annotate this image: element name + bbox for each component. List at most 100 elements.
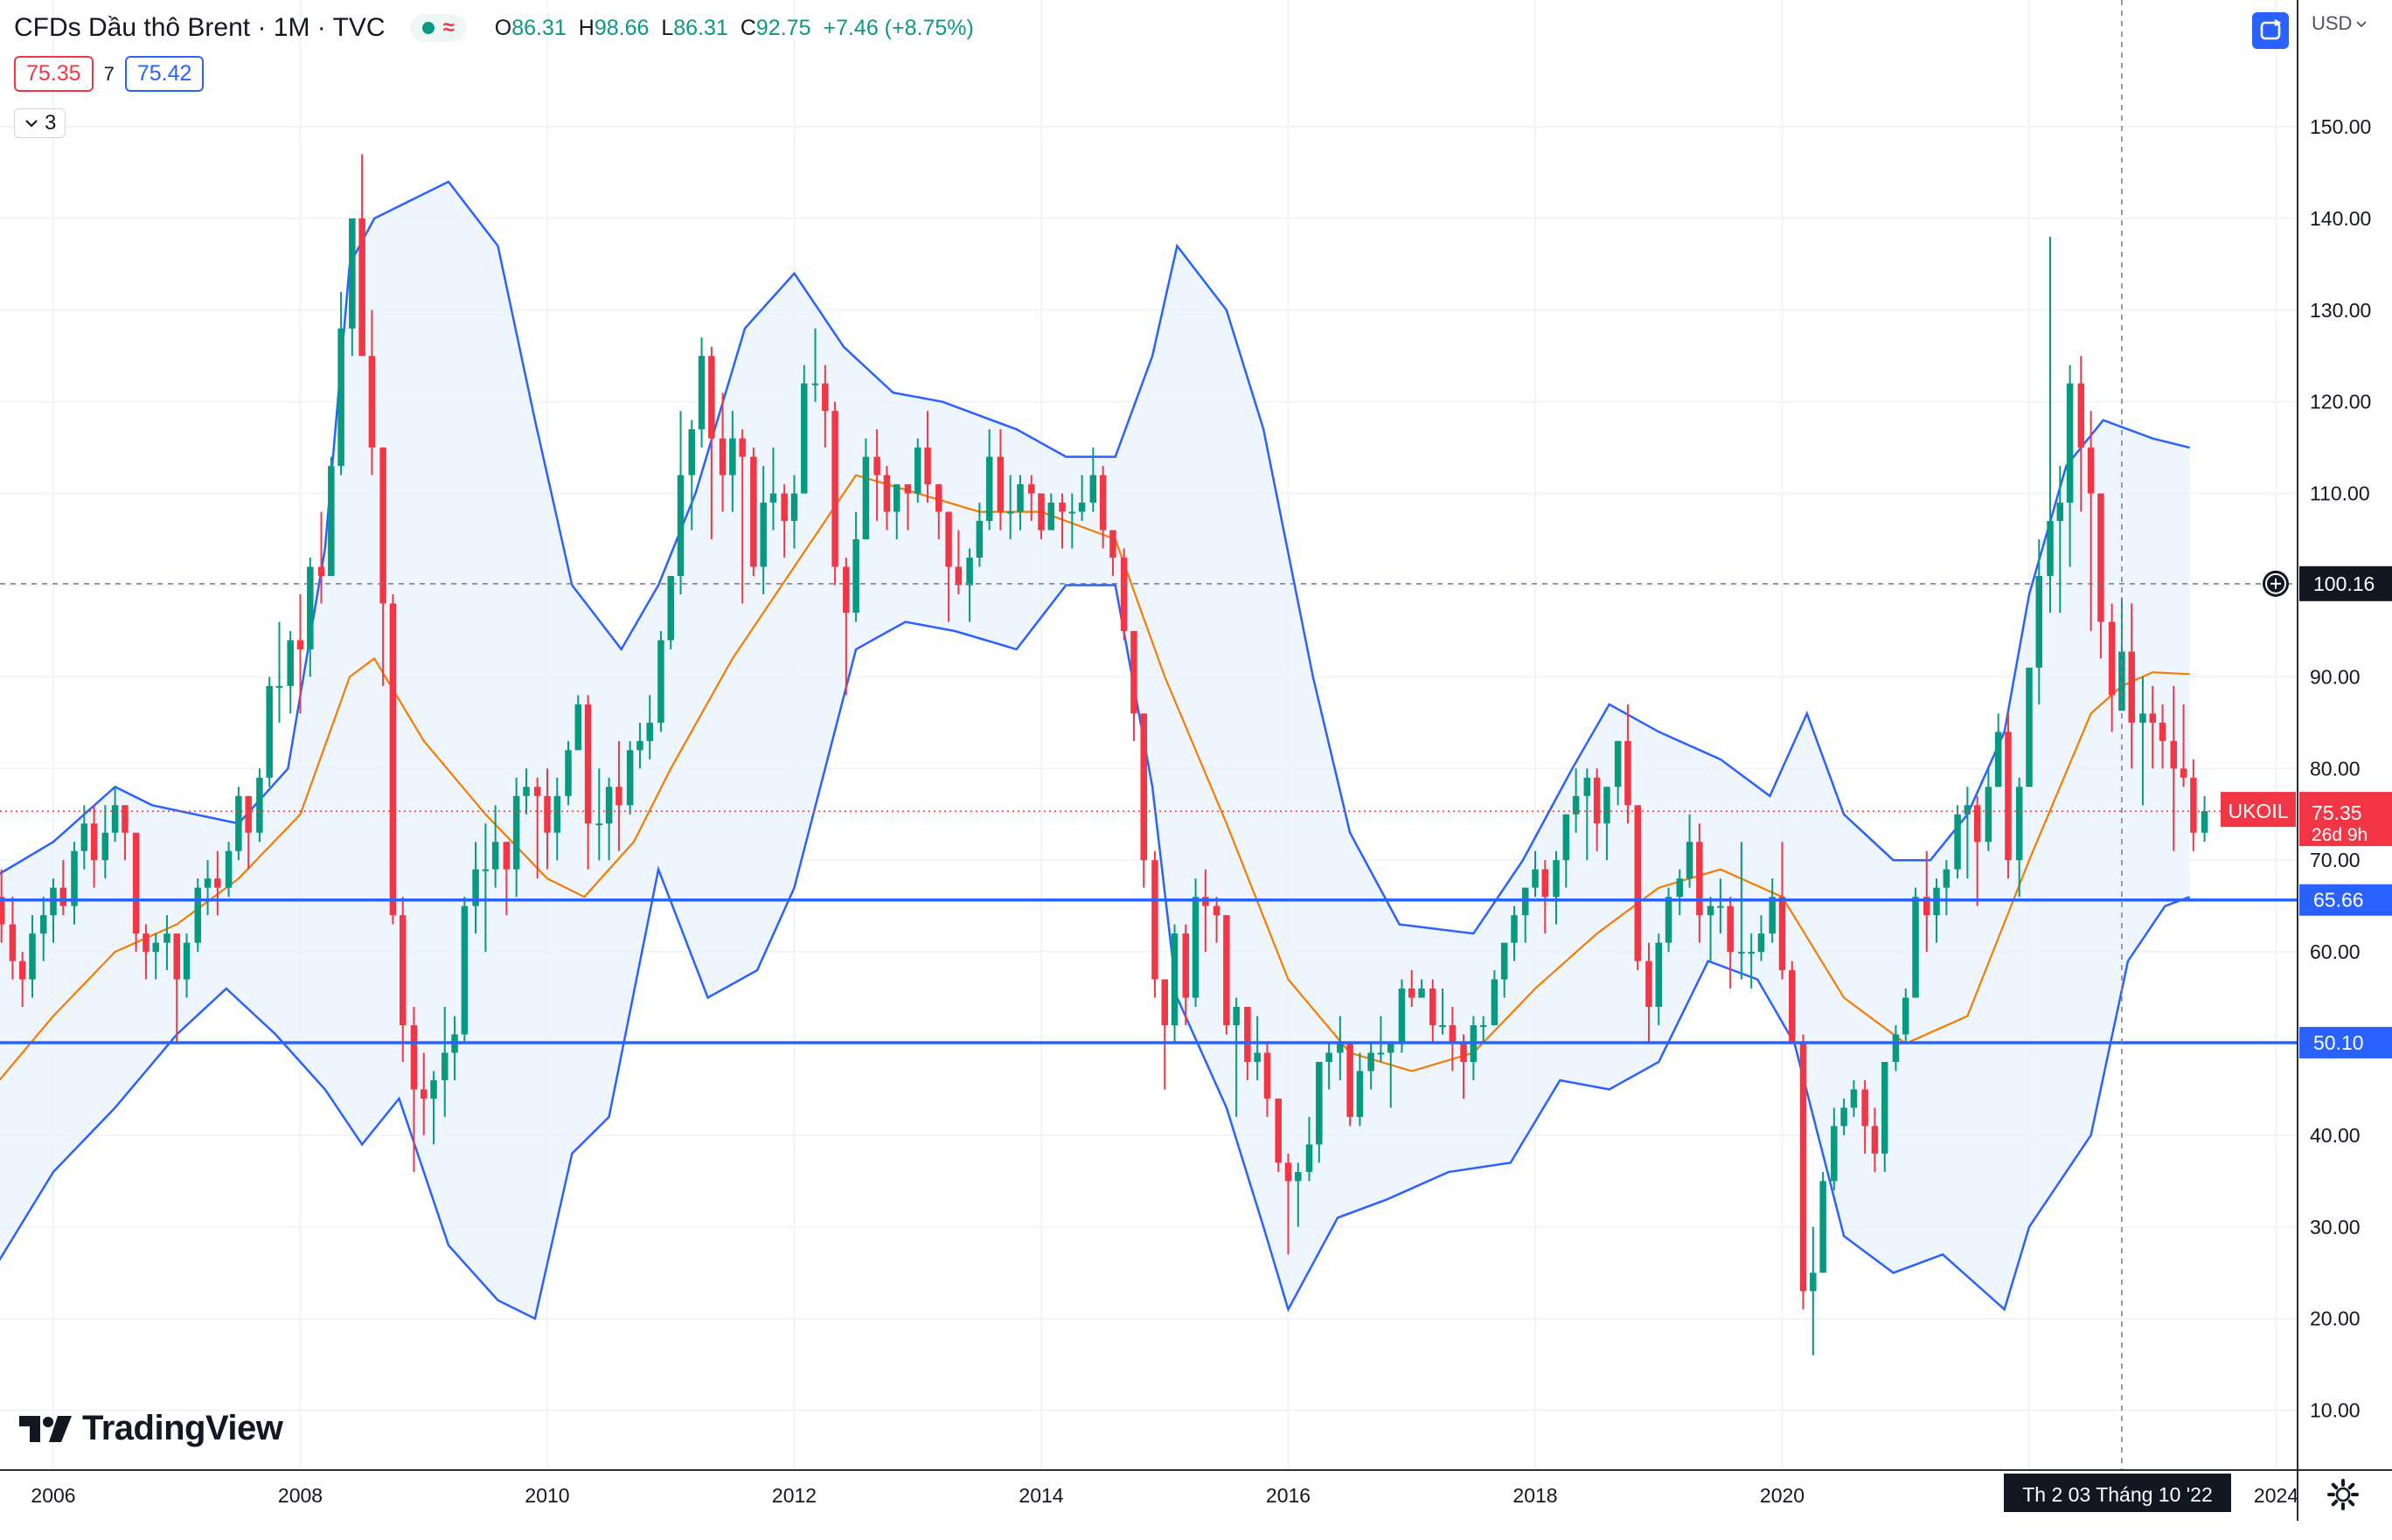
candle-body [1923,897,1930,916]
chevron-down-icon [25,120,38,128]
candle-body [143,933,150,953]
candle-body [1985,787,1992,843]
price-tick-label: 10.00 [2310,1399,2361,1422]
candle-body [1284,1162,1292,1182]
tradingview-logo[interactable]: TradingView [19,1409,283,1448]
candle [2149,685,2156,769]
candle-body [430,1079,437,1099]
svg-text:75.35: 75.35 [2312,801,2362,824]
candle [1748,933,1755,989]
candle-body [1727,905,1734,953]
indicators-count: 3 [45,111,57,135]
candle-body [482,869,490,871]
candle-body [132,832,140,934]
candle [1819,1171,1826,1273]
price-tick-label: 90.00 [2310,665,2361,688]
candle [71,842,78,925]
candle-body [1182,933,1190,998]
candle [1994,713,2002,787]
candle-body [80,823,88,851]
candle-body [1686,842,1693,879]
candle [2077,356,2085,512]
symbol-title[interactable]: CFDs Dầu thô Brent · 1M · TVC [14,13,386,42]
crosshair-date-label: Th 2 03 Tháng 10 '22 [2004,1474,2231,1512]
candle-body [71,850,78,906]
candle [1881,1061,1888,1172]
candle-body [1192,897,1199,998]
candle [605,777,613,861]
candle-body [1769,897,1776,934]
candle [194,878,202,953]
horizontal-lines[interactable] [0,810,2298,1044]
low-value: 86.31 [673,15,728,40]
market-status[interactable]: ≈ [409,14,467,42]
plus-circle-icon[interactable] [2263,570,2289,597]
candle [503,842,511,916]
candle-body [2026,667,2033,787]
candle [677,411,685,594]
svg-text:Th 2 03 Tháng 10 '22: Th 2 03 Tháng 10 '22 [2022,1483,2213,1506]
hline-price-badge: 65.66 [2299,884,2392,916]
candle [2047,236,2054,613]
candle-body [1614,740,1622,787]
candle-body [2077,383,2085,448]
candle [1325,1044,1332,1090]
ohlc-legend: O86.31 H98.66 L86.31 C92.75 +7.46 (+8.75… [495,16,974,41]
candle-body [769,493,777,503]
candle-body [1943,869,1950,888]
candle [1799,1034,1807,1310]
time-tick-label: 2006 [31,1484,75,1507]
candle [1017,475,1024,531]
candle-body [985,456,993,522]
candle [1810,1226,1817,1356]
candle-body [1429,989,1436,1026]
candle [2139,676,2146,806]
candle [1954,805,1961,879]
candle [1460,1034,1467,1099]
candle-body [194,887,202,943]
price-axis-labels: 150.00140.00130.00120.00110.00100.0090.0… [2310,115,2371,1422]
candle-body [1500,942,1508,980]
candle-body [636,740,643,751]
settings-gear-icon[interactable] [2326,1477,2361,1512]
candle [1449,1007,1457,1072]
candle-body [2201,811,2208,833]
price-tick-label: 70.00 [2310,849,2361,871]
candle-body [2066,383,2074,503]
candle [1665,887,1672,953]
candle [39,897,47,961]
candle-body [421,1089,428,1099]
candle [1686,814,1693,888]
candle [349,218,356,357]
candle [287,630,294,714]
candle [2180,704,2187,787]
buy-button[interactable]: 75.42 [124,56,205,92]
candle-body [1840,1107,1847,1127]
candle-body [472,869,479,906]
high-value: 98.66 [594,15,650,40]
candle-body [893,484,900,512]
sync-icon[interactable] [2252,12,2289,49]
candle [636,722,643,769]
candle [553,777,561,861]
candle [904,484,912,531]
candle [358,154,365,357]
candle [1491,970,1498,1026]
candle-body [544,795,551,833]
candle [1027,475,1035,522]
candle [59,860,67,916]
sell-button[interactable]: 75.35 [14,56,94,92]
candle-body [1017,484,1024,512]
candle-body [1634,805,1641,961]
candle [2056,466,2064,613]
candle [1553,850,1560,925]
candle [2108,603,2116,732]
currency-selector[interactable]: USD [2312,12,2368,35]
candle-body [275,685,283,688]
indicators-toggle[interactable]: 3 [14,108,66,138]
candle-body [1912,897,1919,998]
candle-body [1810,1273,1817,1292]
candle [2035,539,2043,704]
candle-body [266,685,273,778]
